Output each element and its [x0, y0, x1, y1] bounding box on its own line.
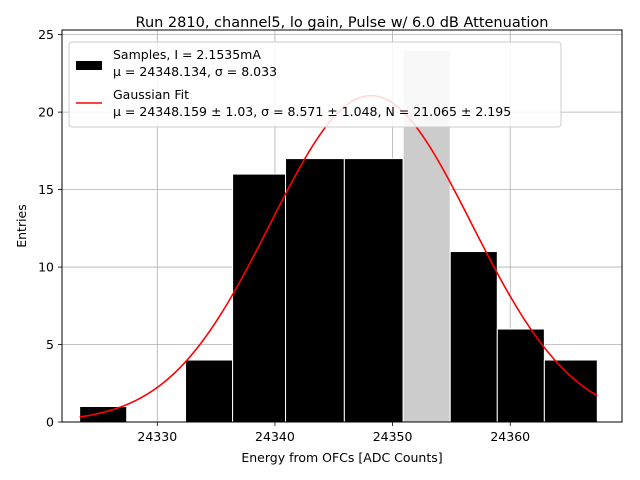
histogram-bar-4 — [285, 158, 345, 423]
histogram-bar-2 — [185, 359, 234, 423]
y-tick-label-2: 10 — [38, 260, 54, 275]
histogram-bar-7 — [449, 251, 498, 423]
chart-title: Run 2810, channel5, lo gain, Pulse w/ 6.… — [136, 15, 549, 31]
x-tick-label-2: 24350 — [373, 429, 413, 444]
histogram-bar-3 — [232, 173, 287, 423]
x-tick-label-0: 24330 — [137, 429, 177, 444]
legend-stats-fit: μ = 24348.159 ± 1.03, σ = 8.571 ± 1.048,… — [113, 104, 511, 119]
y-tick-label-1: 5 — [46, 337, 54, 352]
histogram-bar-5 — [343, 158, 404, 423]
y-axis-ticks: 0 5 10 15 20 25 — [38, 27, 62, 430]
x-axis-label: Energy from OFCs [ADC Counts] — [241, 450, 442, 465]
legend: Samples, I = 2.1535mA μ = 24348.134, σ =… — [68, 41, 562, 128]
plot-frame — [61, 29, 623, 423]
legend-box — [68, 41, 562, 128]
y-tick-label-0: 0 — [46, 415, 54, 430]
legend-label-fit: Gaussian Fit — [113, 87, 189, 102]
histogram-bar-0 — [79, 406, 128, 423]
legend-stats-samples: μ = 24348.134, σ = 8.033 — [113, 64, 277, 79]
histogram-bar-8 — [496, 328, 545, 423]
y-tick-label-3: 15 — [38, 182, 54, 197]
legend-swatch-samples — [76, 61, 102, 70]
y-tick-label-4: 20 — [38, 105, 54, 120]
x-tick-label-1: 24340 — [255, 429, 295, 444]
x-tick-label-3: 24360 — [490, 429, 530, 444]
x-axis-ticks: 24330 24340 24350 24360 — [137, 422, 530, 444]
legend-label-samples: Samples, I = 2.1535mA — [113, 47, 261, 62]
y-axis-label: Entries — [14, 204, 29, 248]
y-tick-label-5: 25 — [38, 27, 54, 42]
